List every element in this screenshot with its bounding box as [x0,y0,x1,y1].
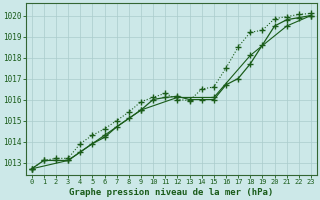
X-axis label: Graphe pression niveau de la mer (hPa): Graphe pression niveau de la mer (hPa) [69,188,274,197]
